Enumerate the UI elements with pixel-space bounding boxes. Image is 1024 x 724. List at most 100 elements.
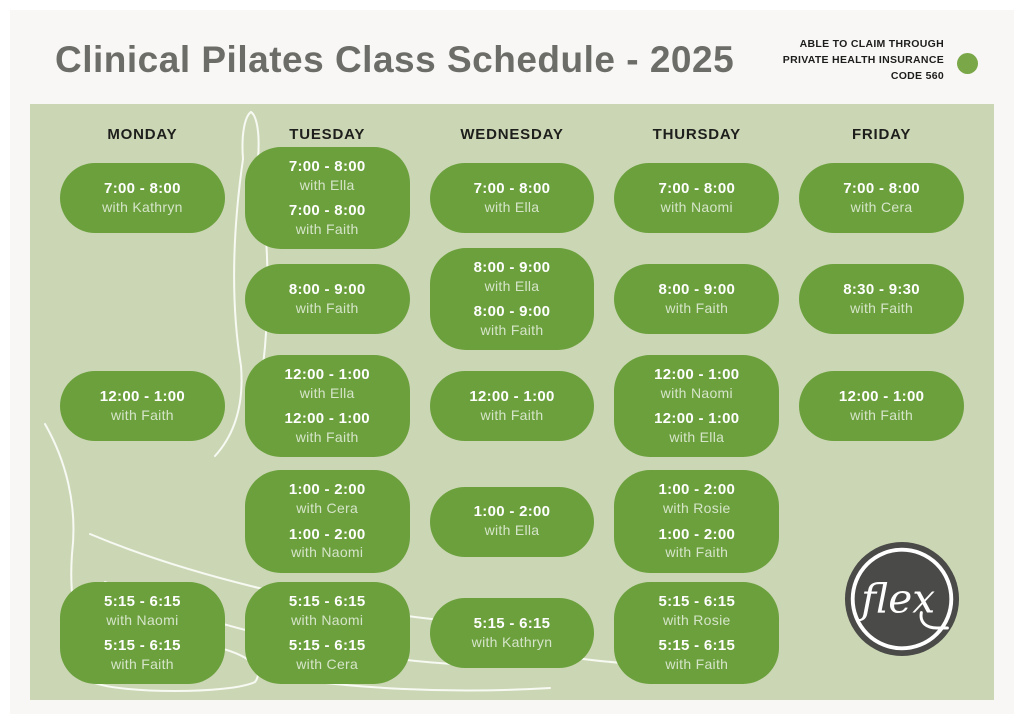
class-session: 1:00 - 2:00 with Ella (436, 503, 589, 539)
class-session: 12:00 - 1:00 with Ella (251, 366, 404, 402)
class-session: 7:00 - 8:00 with Ella (251, 158, 404, 194)
class-session: 1:00 - 2:00 with Faith (620, 526, 773, 562)
day-header: WEDNESDAY (460, 125, 564, 143)
class-card: 7:00 - 8:00 with Cera (799, 163, 964, 233)
class-time: 1:00 - 2:00 (288, 525, 366, 543)
class-session: 7:00 - 8:00 with Kathryn (66, 180, 219, 216)
class-instructor: with Faith (110, 655, 174, 672)
class-time: 1:00 - 2:00 (288, 481, 366, 499)
class-instructor: with Ella (669, 428, 725, 445)
class-time: 8:00 - 9:00 (473, 303, 551, 320)
class-session: 5:15 - 6:15 with Faith (620, 637, 773, 673)
class-time: 1:00 - 2:00 (658, 525, 736, 543)
class-instructor: with Ella (484, 277, 540, 294)
class-instructor: with Ella (299, 384, 355, 401)
class-session: 5:15 - 6:15 with Rosie (620, 593, 773, 629)
class-card: 5:15 - 6:15 with Naomi 5:15 - 6:15 with Cer… (244, 581, 410, 685)
class-instructor: with Faith (665, 299, 729, 316)
class-instructor: with Kathryn (102, 198, 183, 215)
class-instructor: with Faith (295, 299, 359, 316)
class-time: 5:15 - 6:15 (104, 592, 181, 610)
day-header: FRIDAY (851, 125, 912, 143)
page-title: Clinical Pilates Class Schedule - 2025 (55, 39, 735, 80)
class-instructor: with Faith (480, 406, 544, 423)
class-session: 1:00 - 2:00 with Naomi (251, 526, 404, 562)
class-card: 8:00 - 9:00 with Faith (244, 264, 410, 334)
class-instructor: with Kathryn (471, 633, 553, 650)
insurance-note-line: PRIVATE HEALTH INSURANCE (782, 53, 944, 66)
class-time: 12:00 - 1:00 (654, 365, 740, 383)
class-time: 8:00 - 9:00 (288, 280, 366, 298)
class-card: 1:00 - 2:00 with Ella (429, 486, 595, 557)
class-card: 7:00 - 8:00 with Kathryn (60, 163, 225, 233)
logo-text: flex (858, 575, 935, 623)
class-session: 5:15 - 6:15 with Naomi (251, 593, 404, 629)
class-instructor: with Naomi (291, 611, 364, 628)
class-session: 12:00 - 1:00 with Faith (436, 388, 589, 424)
class-time: 5:15 - 6:15 (658, 637, 736, 654)
class-instructor: with Naomi (106, 611, 179, 628)
class-instructor: with Naomi (660, 384, 733, 401)
class-card: 8:30 - 9:30 with Faith (799, 264, 964, 334)
class-card: 12:00 - 1:00 with Naomi 12:00 - 1:00 with E… (614, 354, 780, 458)
class-card: 8:00 - 9:00 with Ella 8:00 - 9:00 with Fait… (429, 247, 595, 351)
class-time: 8:30 - 9:30 (843, 280, 920, 298)
class-instructor: with Faith (665, 544, 729, 561)
day-column-tuesday: TUESDAY 7:00 - 8:00 with Ella 7:00 - 8:00 wi… (244, 104, 410, 700)
class-time: 12:00 - 1:00 (469, 387, 555, 405)
class-time: 7:00 - 8:00 (843, 179, 920, 197)
class-card: 7:00 - 8:00 with Naomi (614, 163, 780, 233)
class-session: 7:00 - 8:00 with Faith (251, 202, 404, 238)
class-time: 12:00 - 1:00 (284, 365, 370, 383)
class-session: 8:00 - 9:00 with Ella (436, 259, 589, 295)
class-time: 5:15 - 6:15 (288, 637, 366, 654)
class-session: 1:00 - 2:00 with Cera (251, 481, 404, 517)
class-session: 7:00 - 8:00 with Ella (436, 180, 589, 216)
class-instructor: with Faith (110, 406, 174, 423)
class-time: 7:00 - 8:00 (658, 179, 736, 197)
class-session: 5:15 - 6:15 with Cera (251, 637, 404, 673)
day-header: TUESDAY (289, 125, 366, 143)
class-session: 8:00 - 9:00 with Faith (251, 281, 404, 317)
class-card: 12:00 - 1:00 with Faith (429, 371, 595, 441)
day-column-thursday: THURSDAY 7:00 - 8:00 with Naomi 8:00 - 9:00… (614, 104, 780, 700)
class-card: 1:00 - 2:00 with Cera 1:00 - 2:00 with Naom… (244, 470, 410, 573)
class-time: 5:15 - 6:15 (473, 614, 551, 632)
class-session: 8:30 - 9:30 with Faith (805, 281, 958, 317)
class-time: 5:15 - 6:15 (288, 592, 366, 610)
class-instructor: with Naomi (291, 544, 364, 561)
class-card: 12:00 - 1:00 with Faith (60, 371, 225, 441)
day-column-wednesday: WEDNESDAY 7:00 - 8:00 with Ella 8:00 - 9:00… (429, 104, 595, 700)
class-time: 5:15 - 6:15 (104, 637, 181, 654)
class-session: 5:15 - 6:15 with Faith (66, 637, 219, 673)
day-column-friday: FRIDAY 7:00 - 8:00 with Cera 8:30 - 9:30 wit… (799, 104, 964, 700)
class-card: 5:15 - 6:15 with Kathryn (429, 598, 595, 668)
insurance-note: ABLE TO CLAIM THROUGH PRIVATE HEALTH INS… (783, 36, 978, 85)
class-time: 5:15 - 6:15 (658, 592, 736, 610)
class-card: 12:00 - 1:00 with Faith (799, 371, 964, 441)
insurance-note-line: CODE 560 (890, 70, 944, 83)
day-column-monday: MONDAY 7:00 - 8:00 with Kathryn 12:00 - 1:0… (60, 104, 225, 700)
class-instructor: with Faith (665, 655, 729, 672)
class-session: 12:00 - 1:00 with Faith (805, 388, 958, 424)
class-time: 12:00 - 1:00 (99, 387, 186, 405)
class-instructor: with Naomi (660, 198, 733, 215)
class-card: 1:00 - 2:00 with Rosie 1:00 - 2:00 with Fai… (614, 470, 780, 573)
class-session: 7:00 - 8:00 with Cera (805, 180, 958, 216)
class-card: 12:00 - 1:00 with Ella 12:00 - 1:00 with Fa… (244, 354, 410, 458)
green-dot-icon (957, 53, 978, 75)
class-time: 7:00 - 8:00 (288, 157, 366, 175)
class-session: 8:00 - 9:00 with Faith (620, 281, 773, 317)
class-session: 12:00 - 1:00 with Faith (66, 388, 219, 424)
class-instructor: with Faith (295, 220, 359, 237)
schedule-panel: MONDAY 7:00 - 8:00 with Kathryn 12:00 - 1:0… (30, 104, 994, 700)
class-card: 7:00 - 8:00 with Ella 7:00 - 8:00 with Fait… (244, 146, 410, 250)
class-session: 12:00 - 1:00 with Naomi (620, 366, 773, 402)
class-instructor: with Faith (850, 406, 914, 423)
class-time: 8:00 - 9:00 (658, 280, 736, 298)
class-session: 5:15 - 6:15 with Naomi (66, 593, 219, 629)
class-time: 12:00 - 1:00 (838, 387, 925, 405)
class-instructor: with Rosie (662, 500, 731, 516)
class-time: 7:00 - 8:00 (288, 202, 366, 219)
